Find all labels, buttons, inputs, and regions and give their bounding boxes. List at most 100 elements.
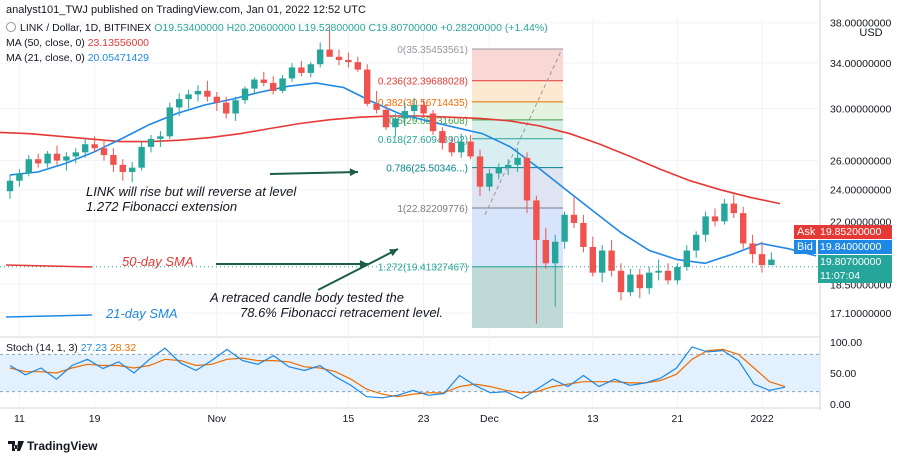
candle-body <box>542 239 549 264</box>
symbol-label[interactable]: LINK / Dollar, 1D, BITFINEX <box>20 22 152 34</box>
stoch-band <box>0 354 820 392</box>
candlesticks <box>6 24 775 324</box>
candle-body <box>608 250 615 271</box>
candle-body <box>495 167 502 174</box>
candle-body <box>185 94 192 100</box>
stoch-label: Stoch (14, 1, 3) <box>6 342 78 354</box>
stoch-legend[interactable]: Stoch (14, 1, 3) 27.23 28.32 <box>6 342 136 354</box>
time-tick-label: 23 <box>418 413 430 425</box>
candle-body <box>288 67 296 79</box>
stochastic-pane: 100.00 50.00 0.00 <box>0 337 862 411</box>
price-tick-label: 34.00000000 <box>830 58 891 70</box>
price-tick-label: 17.10000000 <box>830 308 891 320</box>
candle-body <box>307 64 314 73</box>
fib-zone <box>472 80 563 102</box>
candle-body <box>298 67 305 73</box>
candle-body <box>364 69 371 104</box>
candle-body <box>16 173 23 181</box>
ask-tag: Ask <box>794 225 819 239</box>
candle-body <box>166 107 173 137</box>
ma21-label: MA (21, close, 0) <box>6 52 85 64</box>
candle-body <box>204 90 211 97</box>
time-tick-label: 11 <box>14 413 25 425</box>
candle-body <box>439 131 446 143</box>
time-tick-label: Dec <box>480 413 499 425</box>
ma50-label: MA (50, close, 0) <box>6 37 85 49</box>
candle-body <box>44 153 51 164</box>
ma50-legend[interactable]: MA (50, close, 0) 23.13556000 <box>6 37 149 49</box>
candle-body <box>63 156 70 161</box>
time-tick-label: 2022 <box>750 413 774 425</box>
candle-body <box>749 243 756 255</box>
fib-zone <box>472 167 563 208</box>
annotation-rise-line2: 1.272 Fibonacci extension <box>86 199 238 214</box>
candle-body <box>110 155 117 165</box>
candle-body <box>119 164 126 172</box>
candle-body <box>523 157 531 201</box>
candle-body <box>176 99 183 108</box>
fib-zone <box>472 48 563 81</box>
ma50-line <box>0 115 781 205</box>
candle-body <box>35 159 42 164</box>
fib-level-label: 0.382(30.56714435) <box>378 98 468 109</box>
bid-tag: Bid <box>794 240 816 254</box>
candle-body <box>570 214 578 223</box>
time-tick-label: 15 <box>343 413 355 425</box>
time-tick-label: 13 <box>587 413 599 425</box>
time-tick-label: Nov <box>207 413 226 425</box>
fib-zone <box>472 101 563 120</box>
annotation-rise: LINK will rise but will reverse at level… <box>86 184 296 214</box>
tradingview-logo[interactable]: TradingView <box>8 439 97 453</box>
annotation-sma21: 21-day SMA <box>106 306 178 321</box>
candle-body <box>392 118 399 128</box>
candle-body <box>354 62 361 70</box>
ma50-sample-line <box>5 264 93 268</box>
candle-body <box>6 180 14 192</box>
fib-zone <box>472 119 563 139</box>
candle-body <box>223 102 230 114</box>
candle-body <box>758 254 766 266</box>
tradingview-logo-icon <box>8 441 24 451</box>
fib-zone <box>472 207 563 267</box>
ma50-value: 23.13556000 <box>87 37 150 49</box>
ma21-legend[interactable]: MA (21, close, 0) 20.05471429 <box>6 52 149 64</box>
candle-body <box>702 216 709 235</box>
candle-body <box>411 105 418 112</box>
candle-body <box>429 113 437 132</box>
candle-body <box>533 200 540 240</box>
time-axis: 11 19 Nov 15 23 Dec 13 21 2022 <box>14 413 774 425</box>
currency-label[interactable]: USD <box>859 27 883 39</box>
rise-arrow <box>269 171 359 175</box>
annotation-rise-line1: LINK will rise but will reverse at level <box>86 184 297 199</box>
candle-body <box>138 146 145 168</box>
candle-body <box>157 136 164 139</box>
annotation-arrows <box>216 168 399 291</box>
candle-body <box>401 111 408 119</box>
candle-body <box>683 250 690 267</box>
candle-body <box>655 270 662 273</box>
fib-zone <box>472 266 563 329</box>
candle-body <box>505 164 512 168</box>
ma21-line <box>9 82 817 265</box>
stoch-d-line <box>9 348 786 398</box>
candle-body <box>420 105 427 114</box>
candle-body <box>194 90 202 95</box>
annotation-retrace-line2: 78.6% Fibonacci retracement level. <box>240 305 444 320</box>
candle-body <box>25 159 32 174</box>
candle-body <box>617 270 625 293</box>
candle-body <box>458 141 465 153</box>
annotation-sma50: 50-day SMA <box>122 254 194 269</box>
candle-body <box>373 103 380 110</box>
price-axis: 38.00000000 34.00000000 30.00000000 26.0000… <box>830 18 891 320</box>
candle-body <box>514 157 521 165</box>
last-price-value: 19.80700000 <box>818 255 892 269</box>
candle-body <box>730 203 737 214</box>
stoch-d-value: 28.32 <box>109 342 137 354</box>
brand-name: TradingView <box>27 439 98 453</box>
sma50-arrow-head <box>359 260 368 268</box>
time-tick-label: 21 <box>672 413 684 425</box>
price-tick-label: 24.00000000 <box>830 185 891 197</box>
candle-body <box>476 156 484 187</box>
fib-level-label: 1(22.82209776) <box>397 204 468 215</box>
bid-value: 19.84000000 <box>818 240 892 254</box>
